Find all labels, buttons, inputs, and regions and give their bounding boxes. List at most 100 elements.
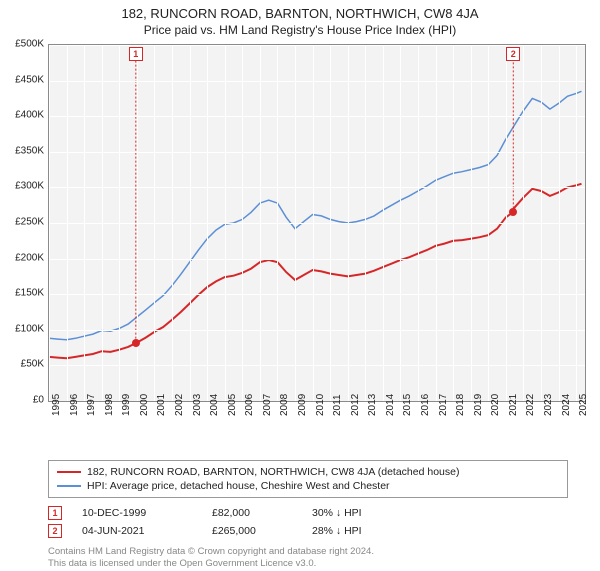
gridline-v	[365, 45, 366, 401]
chart-area: 12 £0£50K£100K£150K£200K£250K£300K£350K£…	[48, 44, 584, 424]
xtick-label: 2010	[315, 394, 326, 416]
legend-swatch	[57, 485, 81, 487]
gridline-v	[348, 45, 349, 401]
legend-row: HPI: Average price, detached house, Ches…	[57, 479, 559, 493]
gridline-v	[453, 45, 454, 401]
gridline-v	[172, 45, 173, 401]
sale-dot	[132, 339, 140, 347]
note-pct: 28% ↓ HPI	[312, 525, 432, 537]
sale-marker-box: 2	[506, 47, 520, 61]
gridline-v	[277, 45, 278, 401]
ytick-label: £150K	[0, 288, 44, 299]
xtick-label: 2018	[455, 394, 466, 416]
note-marker: 1	[48, 506, 62, 520]
series-property	[49, 184, 582, 358]
note-marker: 2	[48, 524, 62, 538]
xtick-label: 2007	[262, 394, 273, 416]
xtick-label: 2008	[279, 394, 290, 416]
gridline-v	[207, 45, 208, 401]
series-hpi	[49, 91, 582, 339]
xtick-label: 2011	[332, 394, 343, 416]
xtick-label: 1995	[51, 394, 62, 416]
legend-label: 182, RUNCORN ROAD, BARNTON, NORTHWICH, C…	[87, 466, 459, 478]
gridline-h	[49, 152, 585, 153]
xtick-label: 2000	[139, 394, 150, 416]
xtick-label: 2020	[490, 394, 501, 416]
xtick-label: 2004	[209, 394, 220, 416]
gridline-h	[49, 365, 585, 366]
xtick-label: 2014	[385, 394, 396, 416]
note-row: 2 04-JUN-2021 £265,000 28% ↓ HPI	[48, 522, 568, 540]
note-pct: 30% ↓ HPI	[312, 507, 432, 519]
gridline-h	[49, 187, 585, 188]
gridline-v	[383, 45, 384, 401]
xtick-label: 2009	[297, 394, 308, 416]
plot-region: 12	[48, 44, 586, 402]
xtick-label: 2013	[367, 394, 378, 416]
xtick-label: 2025	[578, 394, 589, 416]
ytick-label: £200K	[0, 252, 44, 263]
chart-subtitle: Price paid vs. HM Land Registry's House …	[0, 21, 600, 41]
gridline-v	[102, 45, 103, 401]
gridline-h	[49, 116, 585, 117]
legend-swatch	[57, 471, 81, 473]
xtick-label: 2015	[402, 394, 413, 416]
gridline-v	[119, 45, 120, 401]
gridline-v	[523, 45, 524, 401]
xtick-label: 1997	[86, 394, 97, 416]
xtick-label: 2016	[420, 394, 431, 416]
note-price: £265,000	[212, 525, 292, 537]
legend-row: 182, RUNCORN ROAD, BARNTON, NORTHWICH, C…	[57, 465, 559, 479]
note-date: 10-DEC-1999	[82, 507, 192, 519]
ytick-label: £450K	[0, 74, 44, 85]
note-price: £82,000	[212, 507, 292, 519]
legend-and-notes: 182, RUNCORN ROAD, BARNTON, NORTHWICH, C…	[48, 460, 568, 571]
gridline-v	[400, 45, 401, 401]
note-row: 1 10-DEC-1999 £82,000 30% ↓ HPI	[48, 504, 568, 522]
xtick-label: 2017	[438, 394, 449, 416]
xtick-label: 2023	[543, 394, 554, 416]
chart-container: 182, RUNCORN ROAD, BARNTON, NORTHWICH, C…	[0, 0, 600, 560]
gridline-v	[488, 45, 489, 401]
gridline-v	[471, 45, 472, 401]
ytick-label: £300K	[0, 181, 44, 192]
gridline-h	[49, 259, 585, 260]
gridline-v	[330, 45, 331, 401]
sale-marker-box: 1	[129, 47, 143, 61]
gridline-v	[418, 45, 419, 401]
xtick-label: 2019	[473, 394, 484, 416]
gridline-v	[190, 45, 191, 401]
gridline-v	[137, 45, 138, 401]
gridline-h	[49, 330, 585, 331]
footer-line-1: Contains HM Land Registry data © Crown c…	[48, 546, 568, 558]
gridline-v	[295, 45, 296, 401]
gridline-v	[67, 45, 68, 401]
gridline-v	[154, 45, 155, 401]
ytick-label: £50K	[0, 359, 44, 370]
xtick-label: 2002	[174, 394, 185, 416]
xtick-label: 1999	[121, 394, 132, 416]
gridline-v	[506, 45, 507, 401]
ytick-label: £250K	[0, 217, 44, 228]
footer-line-2: This data is licensed under the Open Gov…	[48, 558, 568, 570]
note-date: 04-JUN-2021	[82, 525, 192, 537]
gridline-h	[49, 294, 585, 295]
gridline-h	[49, 223, 585, 224]
gridline-v	[225, 45, 226, 401]
gridline-v	[436, 45, 437, 401]
ytick-label: £400K	[0, 110, 44, 121]
xtick-label: 2006	[244, 394, 255, 416]
xtick-label: 2022	[525, 394, 536, 416]
legend-box: 182, RUNCORN ROAD, BARNTON, NORTHWICH, C…	[48, 460, 568, 498]
legend-label: HPI: Average price, detached house, Ches…	[87, 480, 390, 492]
xtick-label: 2012	[350, 394, 361, 416]
gridline-v	[242, 45, 243, 401]
xtick-label: 1996	[69, 394, 80, 416]
xtick-label: 2003	[192, 394, 203, 416]
ytick-label: £350K	[0, 145, 44, 156]
gridline-v	[576, 45, 577, 401]
gridline-v	[260, 45, 261, 401]
gridline-v	[313, 45, 314, 401]
xtick-label: 2024	[561, 394, 572, 416]
gridline-v	[84, 45, 85, 401]
